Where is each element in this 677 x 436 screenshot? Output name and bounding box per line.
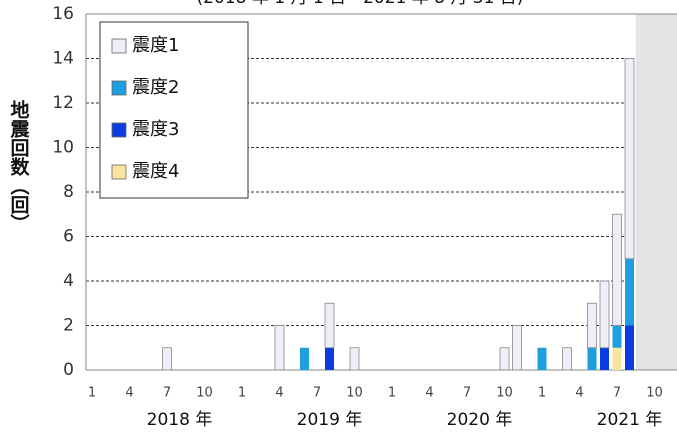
y-tick-label: 12: [52, 93, 74, 113]
bar-segment: [624, 58, 635, 260]
bar-segment: [625, 258, 634, 326]
legend-swatch: [111, 122, 127, 138]
year-label: 2021 年: [597, 410, 663, 430]
y-tick-label: 14: [52, 49, 74, 69]
bar-segment: [162, 347, 172, 371]
legend-label: 震度4: [132, 161, 179, 182]
bar-segment: [300, 347, 309, 370]
bar-segment: [325, 347, 334, 370]
legend-swatch: [111, 164, 127, 180]
x-tick-label: 10: [346, 386, 363, 401]
x-tick-label: 10: [496, 386, 513, 401]
x-tick-label: 4: [125, 386, 133, 401]
x-tick-label: 1: [388, 386, 396, 401]
bar-segment: [612, 347, 622, 370]
x-tick-label: 1: [88, 386, 96, 401]
x-tick-label: 1: [238, 386, 246, 401]
y-tick-label: 10: [52, 138, 74, 158]
y-axis-label: 地震回数（回）: [8, 99, 30, 233]
bar-segment: [324, 302, 335, 349]
y-tick-label: 6: [63, 227, 74, 247]
x-tick-label: 10: [196, 386, 213, 401]
no-data-region: [635, 14, 677, 370]
year-label: 2018 年: [147, 410, 213, 430]
y-tick-label: 0: [63, 360, 74, 380]
bar-segment: [499, 347, 510, 371]
bar-segment: [349, 347, 360, 371]
legend-swatch: [111, 38, 127, 54]
x-tick-label: 4: [425, 386, 433, 401]
chart-title: (2018 年 1 月 1 日～2021 年 8 月 31 日): [197, 0, 524, 8]
year-label: 2019 年: [297, 410, 363, 430]
x-tick-label: 1: [538, 386, 546, 401]
x-tick-label: 10: [646, 386, 663, 401]
legend-label: 震度1: [132, 35, 179, 56]
y-tick-label: 2: [63, 316, 74, 336]
bar-segment: [600, 347, 609, 370]
bar-segment: [612, 325, 622, 348]
bar-segment: [599, 280, 610, 349]
bar-segment: [625, 325, 634, 370]
year-label: 2020 年: [447, 410, 513, 430]
legend-swatch: [111, 80, 127, 96]
x-tick-label: 7: [613, 386, 621, 401]
bar-segment: [512, 325, 522, 371]
y-tick-label: 16: [52, 4, 74, 24]
x-tick-label: 4: [575, 386, 583, 401]
bar-segment: [587, 347, 597, 370]
bar-segment: [562, 347, 572, 371]
bar-segment: [612, 213, 622, 326]
x-tick-label: 4: [275, 386, 283, 401]
bar-segment: [274, 325, 285, 371]
legend-label: 震度2: [132, 77, 179, 98]
x-tick-label: 7: [163, 386, 171, 401]
bar-segment: [587, 302, 597, 349]
x-tick-label: 7: [313, 386, 321, 401]
y-tick-label: 8: [63, 182, 74, 202]
legend-label: 震度3: [132, 119, 179, 140]
y-tick-label: 4: [63, 271, 74, 291]
x-tick-label: 7: [463, 386, 471, 401]
bar-segment: [537, 347, 547, 370]
